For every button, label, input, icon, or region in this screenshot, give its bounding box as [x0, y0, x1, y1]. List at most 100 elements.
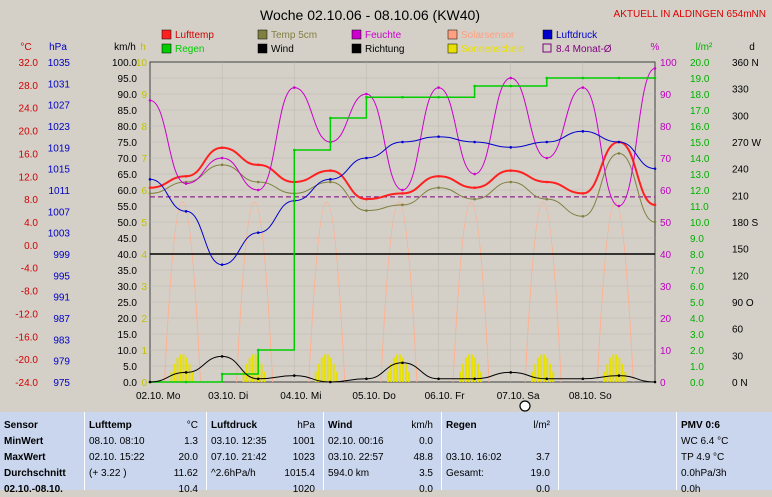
left-axis-unit-1: hPa — [49, 42, 67, 53]
right-axis-unit-0: % — [651, 42, 660, 53]
luftdruck-max-time: 07.10. 21:42 — [211, 452, 267, 463]
right-axis-tick-1-13: 7.0 — [690, 266, 704, 277]
right-axis-tick-1-12: 8.0 — [690, 250, 704, 261]
sensor-row-max: MaxWert — [4, 452, 46, 463]
legend-swatch-9 — [542, 43, 552, 53]
series-point-5-10 — [509, 371, 513, 374]
right-axis-tick-1-11: 9.0 — [690, 234, 704, 245]
luftdruck-min-value: 1001 — [292, 436, 315, 447]
series-point-3-6 — [365, 156, 368, 160]
luftdruck-trend: ^2.6hPa/h — [211, 468, 256, 479]
sunshine-bar-1-3 — [251, 354, 254, 382]
left-axis-tick-1-8: 1003 — [48, 229, 71, 240]
left-axis-tick-3-2: 8 — [141, 122, 147, 133]
series-point-3-7 — [401, 140, 404, 144]
legend-label-0: Lufttemp — [175, 30, 214, 41]
right-axis-tick-1-1: 19.0 — [690, 74, 710, 85]
series-point-0-6 — [365, 197, 368, 201]
lufttemp-avg-value: 11.62 — [173, 468, 198, 479]
legend-swatch-5 — [161, 43, 172, 54]
series-point-3-10 — [509, 146, 513, 149]
left-axis-tick-1-4: 1019 — [48, 143, 71, 154]
x-tick-4: 06.10. Fr — [425, 391, 466, 402]
right-axis-tick-1-8: 12.0 — [690, 186, 710, 197]
legend-swatch-8 — [447, 43, 458, 54]
left-axis-tick-0-3: 20.0 — [19, 127, 39, 138]
series-point-1-9 — [473, 197, 476, 201]
series-point-5-8 — [437, 377, 440, 381]
current-time-marker — [519, 400, 531, 412]
right-axis-tick-2-9: 90 O — [732, 298, 754, 309]
sunshine-bar-5-6 — [549, 363, 552, 382]
right-axis-tick-2-3: 270 W — [732, 138, 761, 149]
left-axis-tick-1-14: 979 — [53, 357, 70, 368]
right-axis-tick-1-15: 5.0 — [690, 298, 704, 309]
left-axis-tick-2-12: 40.0 — [118, 250, 138, 261]
right-axis-unit-2: d — [749, 42, 755, 53]
sunshine-bar-2-5 — [329, 357, 332, 382]
weather-chart: Woche 02.10.06 - 08.10.06 (KW40) AKTUELL… — [15, 7, 766, 412]
series-point-0-7 — [401, 192, 404, 195]
legend-swatch-3 — [447, 29, 458, 40]
left-axis-tick-0-1: 28.0 — [19, 81, 39, 92]
series-point-4-5 — [329, 116, 332, 120]
sensor-row-min: MinWert — [4, 436, 44, 447]
left-axis-tick-1-15: 975 — [53, 378, 70, 389]
lufttemp-min-time: 08.10. 08:10 — [89, 436, 145, 447]
right-axis-tick-1-6: 14.0 — [690, 154, 710, 165]
x-tick-3: 05.10. Do — [352, 391, 396, 402]
legend-swatch-2 — [351, 29, 362, 40]
grid-lines — [150, 62, 655, 382]
pmv-header: PMV 0:6 — [681, 420, 720, 431]
left-axis-tick-1-3: 1023 — [48, 122, 71, 133]
left-axis-tick-3-6: 4 — [141, 250, 147, 261]
series-point-4-14 — [653, 76, 657, 80]
right-axis-tick-0-2: 80 — [660, 122, 672, 133]
series-point-3-2 — [220, 263, 224, 266]
sunshine-bar-5-4 — [543, 354, 546, 382]
sunshine-bar-2-7 — [335, 371, 338, 382]
wind-max-value: 48.8 — [413, 452, 433, 463]
series-point-2-6 — [365, 92, 368, 96]
series-point-0-9 — [473, 186, 476, 190]
x-tick-5: 07.10. Sa — [497, 391, 540, 402]
right-axes: %1009080706050403020100l/m²20.019.018.01… — [651, 42, 762, 389]
sunshine-bar-0-7 — [191, 371, 194, 382]
series-point-5-1 — [184, 371, 188, 374]
series-point-5-11 — [545, 377, 549, 381]
series-point-4-11 — [545, 76, 549, 80]
sunshine-bar-1-4 — [254, 354, 257, 382]
legend-label-8: Sonnenschein — [461, 44, 524, 55]
legend-swatch-4 — [542, 29, 553, 40]
regen-total-label: Gesamt: — [446, 468, 484, 479]
sunshine-bar-0-3 — [179, 354, 182, 382]
left-axis-tick-2-11: 45.0 — [118, 234, 138, 245]
legend-label-5: Regen — [175, 44, 204, 55]
right-axis-tick-2-5: 210 — [732, 191, 749, 202]
legend-label-9: 8.4 Monat-Ø — [556, 44, 612, 55]
left-axis-tick-1-7: 1007 — [48, 207, 71, 218]
series-point-2-7 — [401, 188, 404, 192]
series-point-3-12 — [581, 130, 585, 133]
regen-max-time: 03.10. 16:02 — [446, 452, 502, 463]
left-axis-tick-3-9: 1 — [141, 346, 147, 357]
left-axis-tick-3-8: 2 — [141, 314, 147, 325]
series-point-1-3 — [256, 180, 260, 184]
left-axes: °C32.028.024.020.016.012.08.04.00.0-4.0-… — [15, 42, 147, 389]
right-axis-tick-2-4: 240 — [732, 165, 749, 176]
x-tick-6: 08.10. So — [569, 391, 612, 402]
left-axis-tick-0-8: 0.0 — [24, 241, 38, 252]
left-axis-tick-3-10: 0 — [141, 378, 147, 389]
table-col-regen: Regen l/m² 03.10. 16:02 3.7 Gesamt: 19.0 0.… — [442, 412, 559, 495]
left-axis-tick-2-19: 5.0 — [123, 362, 137, 373]
series-point-4-12 — [581, 76, 585, 80]
right-axis-tick-0-9: 10 — [660, 346, 672, 357]
sunshine-bar-2-0 — [314, 371, 317, 382]
series-point-3-11 — [545, 140, 549, 144]
sensor-header: Sensor — [4, 420, 38, 431]
series-point-5-4 — [292, 374, 296, 377]
location-label: AKTUELL IN ALDINGEN 654mNN — [614, 9, 766, 20]
left-axis-tick-2-16: 20.0 — [118, 314, 138, 325]
series-point-5-12 — [581, 377, 585, 381]
series-point-1-5 — [329, 180, 332, 184]
